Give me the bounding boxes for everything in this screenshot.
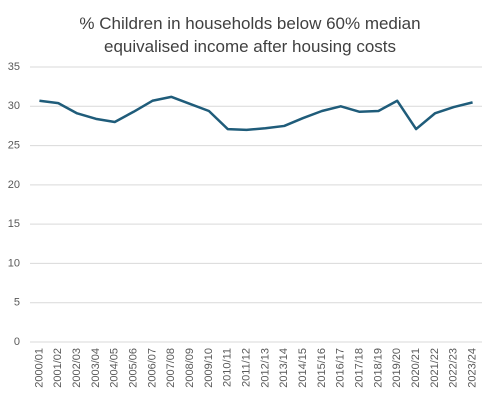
x-tick-label: 2011/12 — [240, 348, 252, 387]
x-tick-label: 2017/18 — [353, 348, 365, 388]
x-tick-label: 2003/04 — [90, 348, 102, 388]
y-tick-label: 25 — [8, 139, 20, 151]
x-tick-label: 2006/07 — [146, 348, 158, 388]
x-tick-label: 2018/19 — [372, 348, 384, 388]
x-tick-label: 2012/13 — [259, 348, 271, 388]
x-tick-label: 2001/02 — [52, 348, 64, 388]
x-tick-label: 2015/16 — [316, 348, 328, 388]
x-tick-label: 2007/08 — [165, 348, 177, 388]
y-tick-label: 30 — [8, 100, 20, 112]
chart-title: % Children in households below 60% media… — [79, 14, 421, 56]
x-tick-label: 2020/21 — [410, 348, 422, 388]
x-tick-label: 2008/09 — [184, 348, 196, 388]
x-tick-label: 2009/10 — [203, 348, 215, 388]
x-tick-label: 2000/01 — [33, 348, 45, 388]
x-tick-label: 2002/03 — [71, 348, 83, 388]
x-tick-label: 2004/05 — [109, 348, 121, 388]
x-tick-label: 2013/14 — [278, 348, 290, 388]
x-tick-label: 2010/11 — [222, 348, 234, 387]
y-tick-label: 5 — [14, 297, 20, 309]
x-tick-label: 2022/23 — [448, 348, 460, 388]
x-tick-label: 2016/17 — [335, 348, 347, 388]
y-tick-label: 20 — [8, 179, 20, 191]
x-tick-label: 2005/06 — [127, 348, 139, 388]
data-line — [39, 95, 473, 132]
y-tick-label: 10 — [8, 257, 20, 269]
x-tick-label: 2023/24 — [466, 348, 478, 388]
y-tick-label: 0 — [14, 336, 20, 348]
y-tick-label: 35 — [8, 61, 20, 73]
x-tick-label: 2014/15 — [297, 348, 309, 388]
x-tick-label: 2019/20 — [391, 348, 403, 388]
x-tick-label: 2021/22 — [429, 348, 441, 388]
y-tick-label: 15 — [8, 218, 20, 230]
